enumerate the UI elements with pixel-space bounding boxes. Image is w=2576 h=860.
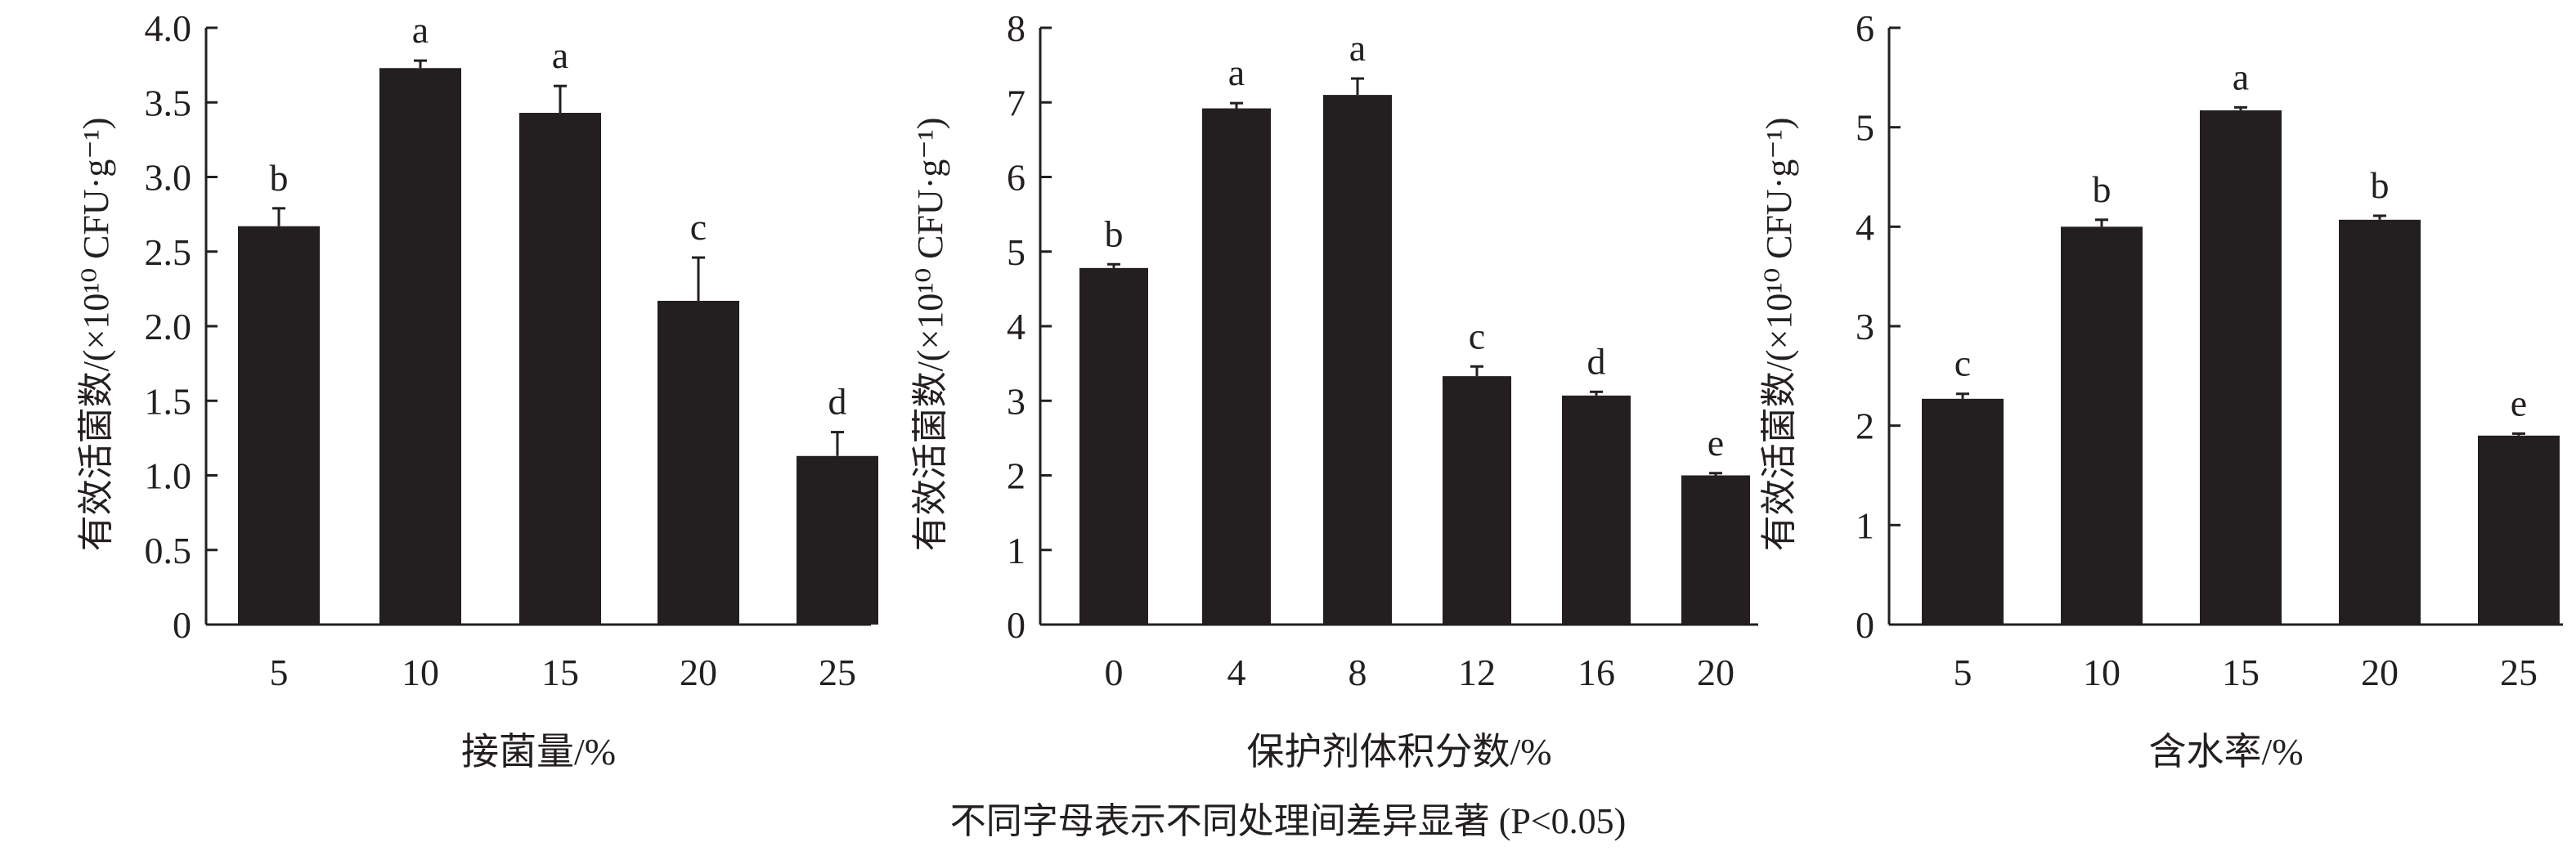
y-tick-label: 5 — [1856, 107, 1874, 149]
y-tick-label: 1.5 — [145, 380, 192, 422]
y-tick-label: 5 — [1007, 231, 1025, 273]
significance-letter: a — [1228, 52, 1245, 93]
y-tick-label: 0 — [173, 604, 191, 646]
chart-2: 012345678b0a4a8c12d16e20保护剂体积分数/%有效活菌数/(… — [910, 7, 1758, 773]
bar — [1202, 108, 1271, 625]
x-tick-label: 12 — [1458, 652, 1496, 693]
significance-letter: b — [2371, 164, 2390, 206]
x-tick-label: 25 — [2500, 652, 2538, 693]
y-tick-label: 4.0 — [145, 7, 192, 49]
significance-letter: b — [270, 157, 289, 199]
significance-letter: a — [1349, 27, 1366, 69]
significance-letter: b — [1105, 213, 1124, 254]
y-axis-title: 有效活菌数/(×10¹⁰ CFU·g⁻¹) — [1759, 118, 1799, 552]
y-tick-label: 6 — [1007, 157, 1025, 199]
x-tick-label: 0 — [1105, 652, 1124, 693]
y-tick-label: 0 — [1856, 604, 1874, 646]
y-axis-title: 有效活菌数/(×10¹⁰ CFU·g⁻¹) — [76, 118, 116, 552]
x-tick-label: 20 — [680, 652, 717, 693]
significance-letter: a — [412, 9, 429, 51]
y-tick-label: 1 — [1856, 504, 1874, 546]
bar — [1562, 395, 1631, 625]
x-tick-label: 16 — [1577, 652, 1615, 693]
y-tick-label: 1 — [1007, 530, 1025, 571]
significance-letter: b — [2093, 168, 2112, 210]
x-tick-label: 20 — [2361, 652, 2399, 693]
bar — [2478, 435, 2560, 625]
y-tick-label: 3.5 — [145, 82, 192, 123]
x-tick-label: 25 — [819, 652, 856, 693]
y-tick-label: 3.0 — [145, 157, 192, 199]
y-tick-label: 0 — [1007, 604, 1025, 646]
x-tick-label: 8 — [1349, 652, 1367, 693]
y-tick-label: 0.5 — [145, 530, 192, 571]
significance-letter: e — [2511, 382, 2527, 423]
x-axis-title: 含水率/% — [2148, 731, 2303, 773]
bar — [1079, 267, 1148, 625]
y-axis-title: 有效活菌数/(×10¹⁰ CFU·g⁻¹) — [910, 118, 950, 552]
significance-letter: c — [1954, 343, 1971, 384]
significance-letter: e — [1708, 422, 1724, 464]
bar — [657, 300, 739, 625]
chart-1: 0 0.5 1.0 1.5 2.0 2.5 3.0 3.5 4.0 b 5 a 10 a 15 c 20 d 25 接… — [76, 7, 878, 773]
x-tick-label: 15 — [2222, 652, 2260, 693]
bar — [2061, 226, 2143, 625]
significance-letter: a — [2233, 56, 2249, 97]
y-tick-label: 4 — [1856, 206, 1874, 248]
y-tick-label: 6 — [1856, 7, 1874, 49]
y-tick-label: 1.0 — [145, 455, 192, 497]
x-tick-label: 10 — [402, 652, 439, 693]
x-tick-label: 5 — [1954, 652, 1972, 693]
y-tick-label: 2.5 — [145, 231, 192, 273]
x-tick-label: 4 — [1227, 652, 1246, 693]
bar — [797, 455, 878, 625]
y-tick-label: 2.0 — [145, 306, 192, 347]
bar — [1443, 376, 1511, 625]
bar — [2200, 110, 2282, 625]
bar — [1323, 95, 1392, 625]
bar — [1681, 475, 1750, 625]
y-tick-label: 3 — [1856, 306, 1874, 347]
y-tick-label: 2 — [1007, 455, 1025, 497]
x-axis-title: 接菌量/% — [461, 731, 616, 773]
bar — [238, 226, 320, 625]
bar — [1922, 398, 2004, 625]
y-tick-label: 7 — [1007, 82, 1025, 123]
significance-letter: a — [552, 34, 568, 76]
y-tick-label: 3 — [1007, 380, 1025, 422]
x-tick-label: 5 — [270, 652, 289, 693]
significance-letter: c — [690, 206, 707, 248]
bar — [379, 68, 461, 625]
significance-letter: c — [1469, 315, 1485, 356]
x-tick-label: 20 — [1697, 652, 1735, 693]
x-axis-title: 保护剂体积分数/% — [1246, 731, 1551, 773]
significance-letter: d — [828, 381, 847, 423]
x-tick-label: 15 — [541, 652, 579, 693]
significance-letter: d — [1587, 340, 1606, 382]
y-tick-label: 8 — [1007, 7, 1025, 49]
x-tick-label: 10 — [2083, 652, 2120, 693]
y-tick-label: 4 — [1007, 306, 1025, 347]
y-tick-label: 2 — [1856, 405, 1874, 447]
chart-3: 0 1 2 3 4 5 6 c 5 b 10 a 15 b 20 e 25 含水率/% 有效活菌数/(×10¹⁰ C… — [1759, 7, 2563, 773]
bar — [2339, 219, 2421, 625]
bar — [519, 113, 601, 625]
footnote: 不同字母表示不同处理间差异显著 (P<0.05) — [949, 801, 1627, 841]
